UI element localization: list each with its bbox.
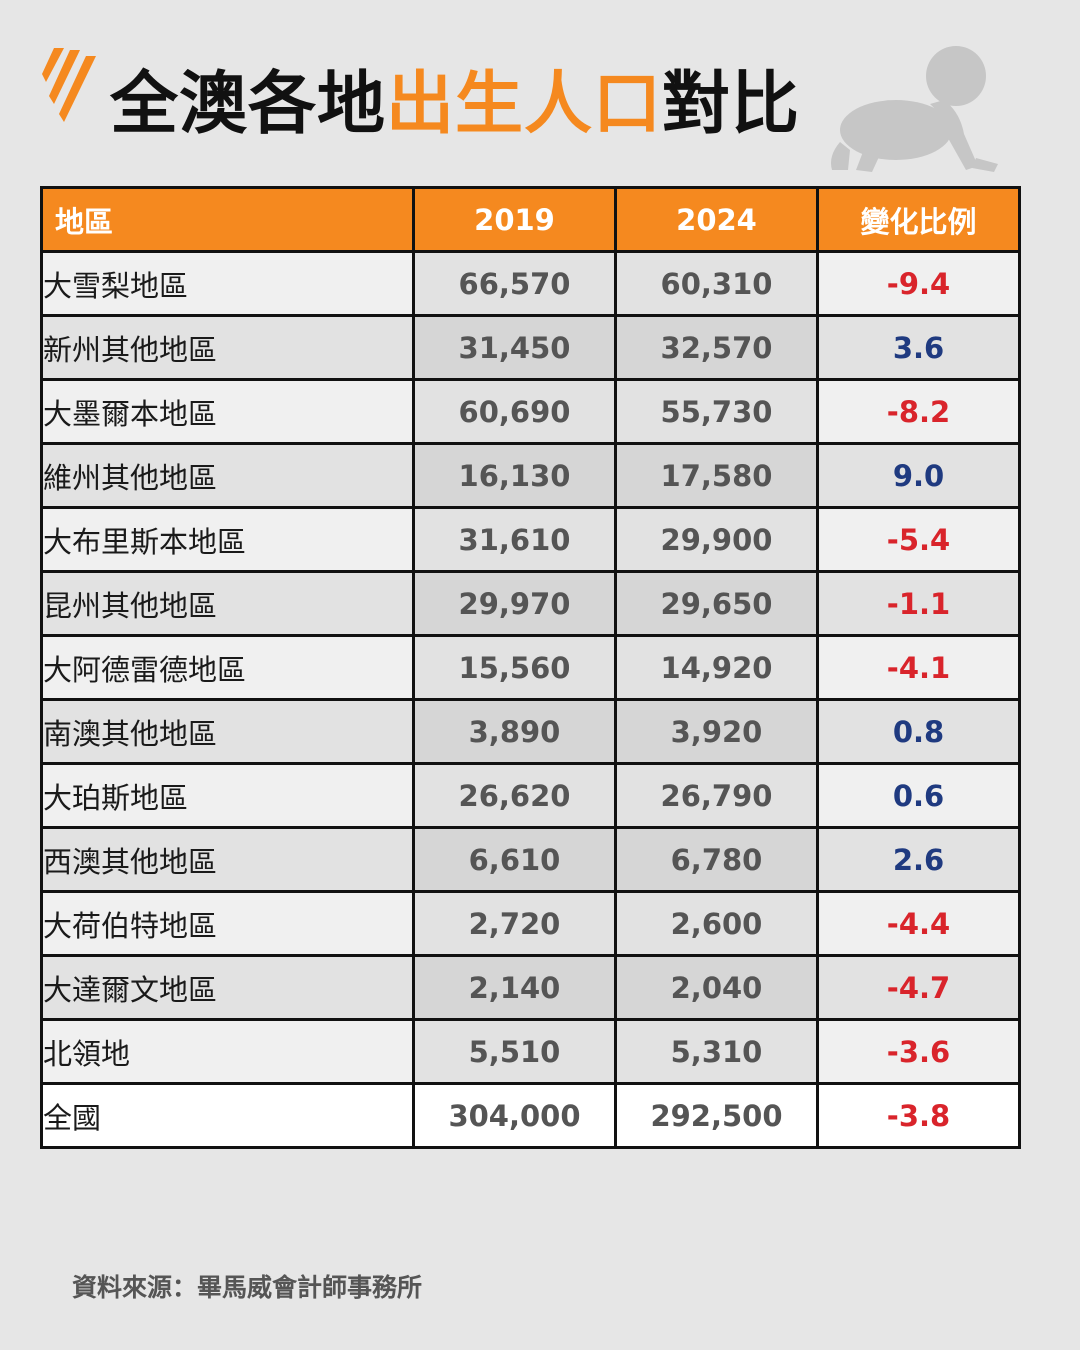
title-suffix: 對比 [662,65,801,144]
value-2024-cell: 17,580 [614,442,819,509]
value-2024-cell: 6,780 [614,826,819,893]
header-change: 變化比例 [816,186,1021,253]
birth-comparison-table: 地區 2019 2024 變化比例 大雪梨地區 66,570 60,310 -9… [40,186,1021,1149]
change-cell: -4.1 [816,634,1021,701]
value-2024-cell: 26,790 [614,762,819,829]
value-2019-cell: 60,690 [412,378,617,445]
value-2019-cell: 31,450 [412,314,617,381]
change-cell: -4.7 [816,954,1021,1021]
region-cell: 大荷伯特地區 [40,890,415,957]
value-2019-cell: 66,570 [412,250,617,317]
value-2019-cell: 2,720 [412,890,617,957]
change-cell: 3.6 [816,314,1021,381]
table-row: 大珀斯地區 26,620 26,790 0.6 [40,762,1021,829]
value-2019-cell: 16,130 [412,442,617,509]
value-2019-cell: 3,890 [412,698,617,765]
table-row: 昆州其他地區 29,970 29,650 -1.1 [40,570,1021,637]
change-cell: 2.6 [816,826,1021,893]
table-row: 南澳其他地區 3,890 3,920 0.8 [40,698,1021,765]
table-row: 北領地 5,510 5,310 -3.6 [40,1018,1021,1085]
total-2019-cell: 304,000 [412,1082,617,1149]
title-prefix: 全澳各地 [110,65,387,144]
total-2024-cell: 292,500 [614,1082,819,1149]
table-row: 大墨爾本地區 60,690 55,730 -8.2 [40,378,1021,445]
change-cell: 9.0 [816,442,1021,509]
region-cell: 維州其他地區 [40,442,415,509]
value-2024-cell: 14,920 [614,634,819,701]
header-region: 地區 [40,186,415,253]
table-header-row: 地區 2019 2024 變化比例 [40,186,1021,253]
crawling-baby-icon [831,46,998,172]
total-region-cell: 全國 [40,1082,415,1149]
value-2024-cell: 2,600 [614,890,819,957]
table-row: 大達爾文地區 2,140 2,040 -4.7 [40,954,1021,1021]
table-row: 新州其他地區 31,450 32,570 3.6 [40,314,1021,381]
region-cell: 西澳其他地區 [40,826,415,893]
value-2024-cell: 3,920 [614,698,819,765]
value-2019-cell: 2,140 [412,954,617,1021]
change-cell: -8.2 [816,378,1021,445]
value-2024-cell: 29,650 [614,570,819,637]
value-2024-cell: 32,570 [614,314,819,381]
value-2024-cell: 60,310 [614,250,819,317]
change-cell: -5.4 [816,506,1021,573]
region-cell: 北領地 [40,1018,415,1085]
table-row: 大阿德雷德地區 15,560 14,920 -4.1 [40,634,1021,701]
value-2019-cell: 29,970 [412,570,617,637]
value-2019-cell: 15,560 [412,634,617,701]
region-cell: 昆州其他地區 [40,570,415,637]
change-cell: 0.8 [816,698,1021,765]
value-2019-cell: 26,620 [412,762,617,829]
page-title: 全澳各地出生人口對比 [110,60,800,150]
total-change-cell: -3.8 [816,1082,1021,1149]
table-row: 大布里斯本地區 31,610 29,900 -5.4 [40,506,1021,573]
table-row: 大荷伯特地區 2,720 2,600 -4.4 [40,890,1021,957]
value-2019-cell: 31,610 [412,506,617,573]
change-cell: -3.6 [816,1018,1021,1085]
region-cell: 大布里斯本地區 [40,506,415,573]
value-2024-cell: 29,900 [614,506,819,573]
region-cell: 大雪梨地區 [40,250,415,317]
table-row: 大雪梨地區 66,570 60,310 -9.4 [40,250,1021,317]
sbs-logo-icon [42,48,96,122]
change-cell: -1.1 [816,570,1021,637]
value-2024-cell: 55,730 [614,378,819,445]
region-cell: 新州其他地區 [40,314,415,381]
table-row: 維州其他地區 16,130 17,580 9.0 [40,442,1021,509]
source-note: 資料來源：畢馬威會計師事務所 [72,1273,423,1302]
change-cell: -4.4 [816,890,1021,957]
header-2019: 2019 [412,186,617,253]
region-cell: 大達爾文地區 [40,954,415,1021]
change-cell: -9.4 [816,250,1021,317]
title-highlight: 出生人口 [386,65,663,144]
value-2024-cell: 5,310 [614,1018,819,1085]
region-cell: 大珀斯地區 [40,762,415,829]
header-2024: 2024 [614,186,819,253]
value-2019-cell: 6,610 [412,826,617,893]
region-cell: 南澳其他地區 [40,698,415,765]
total-row: 全國 304,000 292,500 -3.8 [40,1082,1021,1149]
value-2024-cell: 2,040 [614,954,819,1021]
region-cell: 大阿德雷德地區 [40,634,415,701]
region-cell: 大墨爾本地區 [40,378,415,445]
value-2019-cell: 5,510 [412,1018,617,1085]
table-row: 西澳其他地區 6,610 6,780 2.6 [40,826,1021,893]
change-cell: 0.6 [816,762,1021,829]
